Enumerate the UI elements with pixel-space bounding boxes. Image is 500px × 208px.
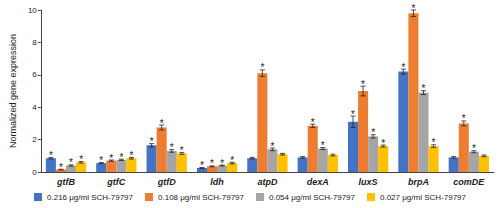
svg-text:*: * — [49, 150, 53, 161]
svg-text:*: * — [462, 113, 466, 124]
svg-text:*: * — [321, 140, 325, 151]
svg-text:*: * — [472, 143, 476, 154]
svg-text:gtfD: gtfD — [157, 177, 176, 187]
svg-text:*: * — [150, 136, 154, 147]
svg-text:0.027 μg/ml SCH-79797: 0.027 μg/ml SCH-79797 — [380, 193, 467, 202]
svg-text:*: * — [432, 137, 436, 148]
svg-text:Normalized gene expression: Normalized gene expression — [8, 34, 18, 148]
svg-text:0.108 μg/ml SCH-79797: 0.108 μg/ml SCH-79797 — [158, 193, 245, 202]
svg-text:*: * — [371, 127, 375, 138]
svg-text:*: * — [200, 160, 204, 171]
svg-text:*: * — [381, 138, 385, 149]
svg-text:*: * — [270, 141, 274, 152]
svg-text:*: * — [422, 83, 426, 94]
svg-text:atpD: atpD — [257, 177, 278, 187]
svg-text:2: 2 — [32, 135, 37, 144]
svg-text:0.216 μg/ml SCH-79797: 0.216 μg/ml SCH-79797 — [47, 193, 134, 202]
svg-text:*: * — [129, 150, 133, 161]
svg-text:*: * — [160, 118, 164, 129]
svg-text:*: * — [69, 157, 73, 168]
svg-text:*: * — [361, 79, 365, 90]
svg-text:gtfB: gtfB — [56, 177, 75, 187]
svg-text:0: 0 — [32, 168, 37, 177]
svg-text:*: * — [220, 158, 224, 169]
svg-text:10: 10 — [28, 6, 37, 15]
svg-text:*: * — [230, 155, 234, 166]
svg-text:6: 6 — [32, 70, 37, 79]
svg-text:dexA: dexA — [307, 177, 329, 187]
svg-text:4: 4 — [32, 103, 37, 112]
svg-text:luxS: luxS — [359, 177, 378, 187]
svg-text:gtfC: gtfC — [106, 177, 125, 187]
svg-text:*: * — [99, 155, 103, 166]
svg-text:*: * — [59, 162, 63, 173]
svg-text:*: * — [260, 62, 264, 73]
svg-text:ldh: ldh — [210, 177, 224, 187]
svg-text:brpA: brpA — [408, 177, 429, 187]
svg-text:8: 8 — [32, 38, 37, 47]
svg-text:*: * — [119, 152, 123, 163]
svg-text:*: * — [351, 109, 355, 120]
svg-text:*: * — [170, 142, 174, 153]
svg-text:*: * — [411, 3, 415, 14]
svg-text:0.054 μg/ml SCH-79797: 0.054 μg/ml SCH-79797 — [269, 193, 356, 202]
svg-text:*: * — [79, 154, 83, 165]
svg-text:*: * — [180, 145, 184, 156]
svg-text:comDE: comDE — [453, 177, 485, 187]
svg-text:*: * — [401, 62, 405, 73]
svg-text:*: * — [210, 158, 214, 169]
svg-text:*: * — [109, 153, 113, 164]
svg-text:*: * — [311, 117, 315, 128]
